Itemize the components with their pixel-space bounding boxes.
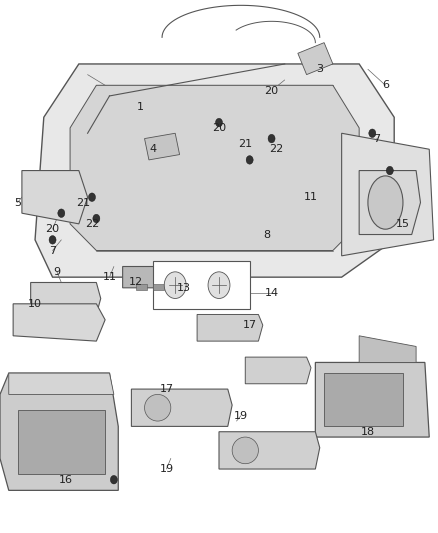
Polygon shape <box>123 266 180 288</box>
Text: 8: 8 <box>264 230 271 239</box>
Polygon shape <box>131 389 232 426</box>
Polygon shape <box>9 373 114 394</box>
Circle shape <box>215 118 223 127</box>
Text: 9: 9 <box>53 267 60 277</box>
Text: 13: 13 <box>177 283 191 293</box>
Polygon shape <box>22 171 88 224</box>
Polygon shape <box>298 43 333 75</box>
Polygon shape <box>31 282 101 314</box>
Polygon shape <box>13 304 105 341</box>
Text: 21: 21 <box>76 198 90 207</box>
Text: 19: 19 <box>234 411 248 421</box>
Circle shape <box>164 272 186 298</box>
Ellipse shape <box>232 437 258 464</box>
Polygon shape <box>245 357 311 384</box>
Text: 10: 10 <box>28 299 42 309</box>
Circle shape <box>110 475 117 484</box>
Polygon shape <box>197 314 263 341</box>
Polygon shape <box>342 133 434 256</box>
Circle shape <box>386 166 393 175</box>
Polygon shape <box>145 133 180 160</box>
Text: 11: 11 <box>102 272 117 282</box>
Circle shape <box>369 129 376 138</box>
Bar <box>153 284 164 290</box>
Bar <box>324 373 403 426</box>
Text: 4: 4 <box>150 144 157 154</box>
Text: 15: 15 <box>396 219 410 229</box>
Circle shape <box>208 272 230 298</box>
Text: 1: 1 <box>137 102 144 111</box>
Polygon shape <box>35 64 394 277</box>
Text: 20: 20 <box>46 224 60 234</box>
Text: 3: 3 <box>316 64 323 74</box>
Circle shape <box>49 236 56 244</box>
Bar <box>153 261 250 309</box>
Polygon shape <box>359 171 420 235</box>
Text: 7: 7 <box>49 246 56 255</box>
Text: 22: 22 <box>269 144 283 154</box>
Text: 7: 7 <box>373 134 380 143</box>
Circle shape <box>88 193 95 201</box>
Text: 18: 18 <box>361 427 375 437</box>
Text: 20: 20 <box>265 86 279 95</box>
Circle shape <box>58 209 65 217</box>
Bar <box>136 284 147 290</box>
Ellipse shape <box>368 176 403 229</box>
Ellipse shape <box>145 394 171 421</box>
Text: 19: 19 <box>159 464 173 474</box>
Text: 14: 14 <box>265 288 279 298</box>
Text: 12: 12 <box>129 278 143 287</box>
Text: 11: 11 <box>304 192 318 202</box>
Text: 5: 5 <box>14 198 21 207</box>
Text: 16: 16 <box>59 475 73 484</box>
Polygon shape <box>70 85 359 251</box>
Text: 6: 6 <box>382 80 389 90</box>
Circle shape <box>246 156 253 164</box>
Polygon shape <box>315 362 429 437</box>
Circle shape <box>268 134 275 143</box>
Circle shape <box>93 214 100 223</box>
Polygon shape <box>359 336 416 362</box>
Polygon shape <box>0 373 118 490</box>
Bar <box>171 284 182 290</box>
Text: 17: 17 <box>159 384 173 394</box>
Text: 21: 21 <box>238 139 252 149</box>
Text: 22: 22 <box>85 219 99 229</box>
Bar <box>18 410 105 474</box>
Text: 20: 20 <box>212 123 226 133</box>
Polygon shape <box>219 432 320 469</box>
Text: 17: 17 <box>243 320 257 330</box>
